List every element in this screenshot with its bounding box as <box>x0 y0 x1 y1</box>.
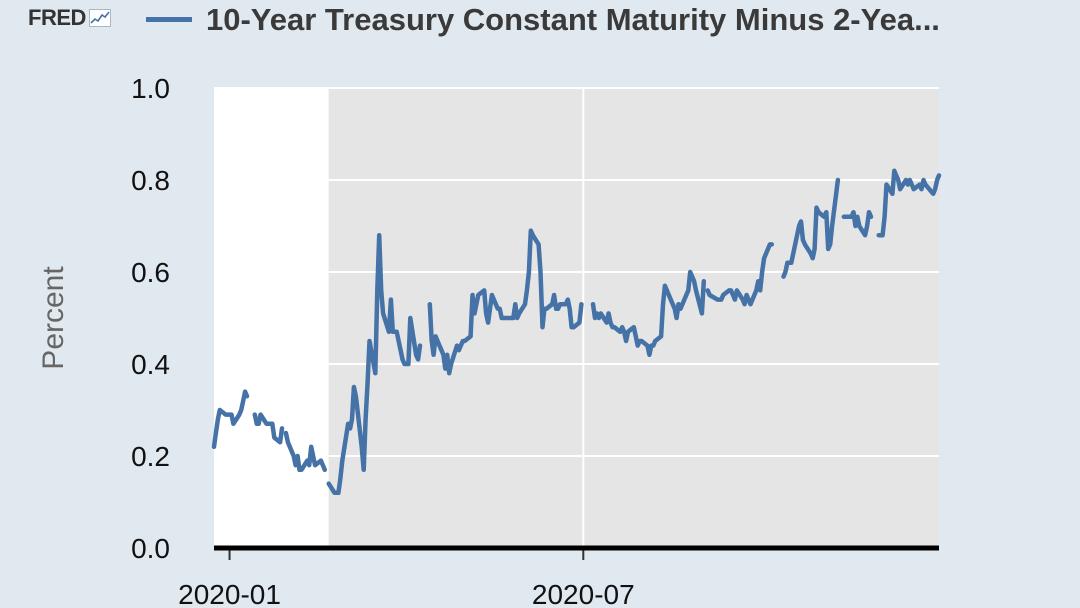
series-line-segment <box>705 242 775 307</box>
x-axis <box>214 545 939 560</box>
y-tick-label: 0.2 <box>131 441 170 472</box>
y-tick-label: 0.6 <box>131 257 170 288</box>
y-tick-labels: 0.0 0.2 0.4 0.6 0.8 1.0 <box>131 73 170 564</box>
series-line-segment <box>211 389 250 450</box>
series-line-segment <box>590 269 707 358</box>
y-tick-label: 0.4 <box>131 349 170 380</box>
x-tick-label: 2020-01 <box>178 579 281 608</box>
series-line-segment <box>252 412 285 445</box>
series-line-segment <box>876 168 942 238</box>
series-line-segment <box>841 209 874 238</box>
series-line-segment <box>427 228 584 376</box>
y-axis-label: Percent <box>37 266 70 370</box>
line-chart-icon <box>88 9 111 27</box>
series-lines <box>211 168 942 496</box>
fred-logo-text: FRED <box>28 5 86 30</box>
series-line-segment <box>326 232 423 496</box>
y-tick-label: 0.0 <box>131 533 170 564</box>
legend-swatch <box>146 17 192 22</box>
gridlines <box>214 87 939 548</box>
series-line-segment <box>283 430 328 473</box>
plot-background <box>214 88 939 548</box>
x-tick-label: 2020-07 <box>532 579 635 608</box>
chart-header: FRED 10-Year Treasury Constant Maturity … <box>0 0 1080 40</box>
fred-logo[interactable]: FRED <box>28 5 111 31</box>
chart-title: 10-Year Treasury Constant Maturity Minus… <box>206 2 940 37</box>
y-tick-label: 1.0 <box>131 73 170 104</box>
series-line-segment <box>781 177 841 279</box>
recession-shade <box>328 88 939 548</box>
y-tick-label: 0.8 <box>131 165 170 196</box>
x-tick-labels: 2020-01 2020-07 <box>178 579 635 608</box>
